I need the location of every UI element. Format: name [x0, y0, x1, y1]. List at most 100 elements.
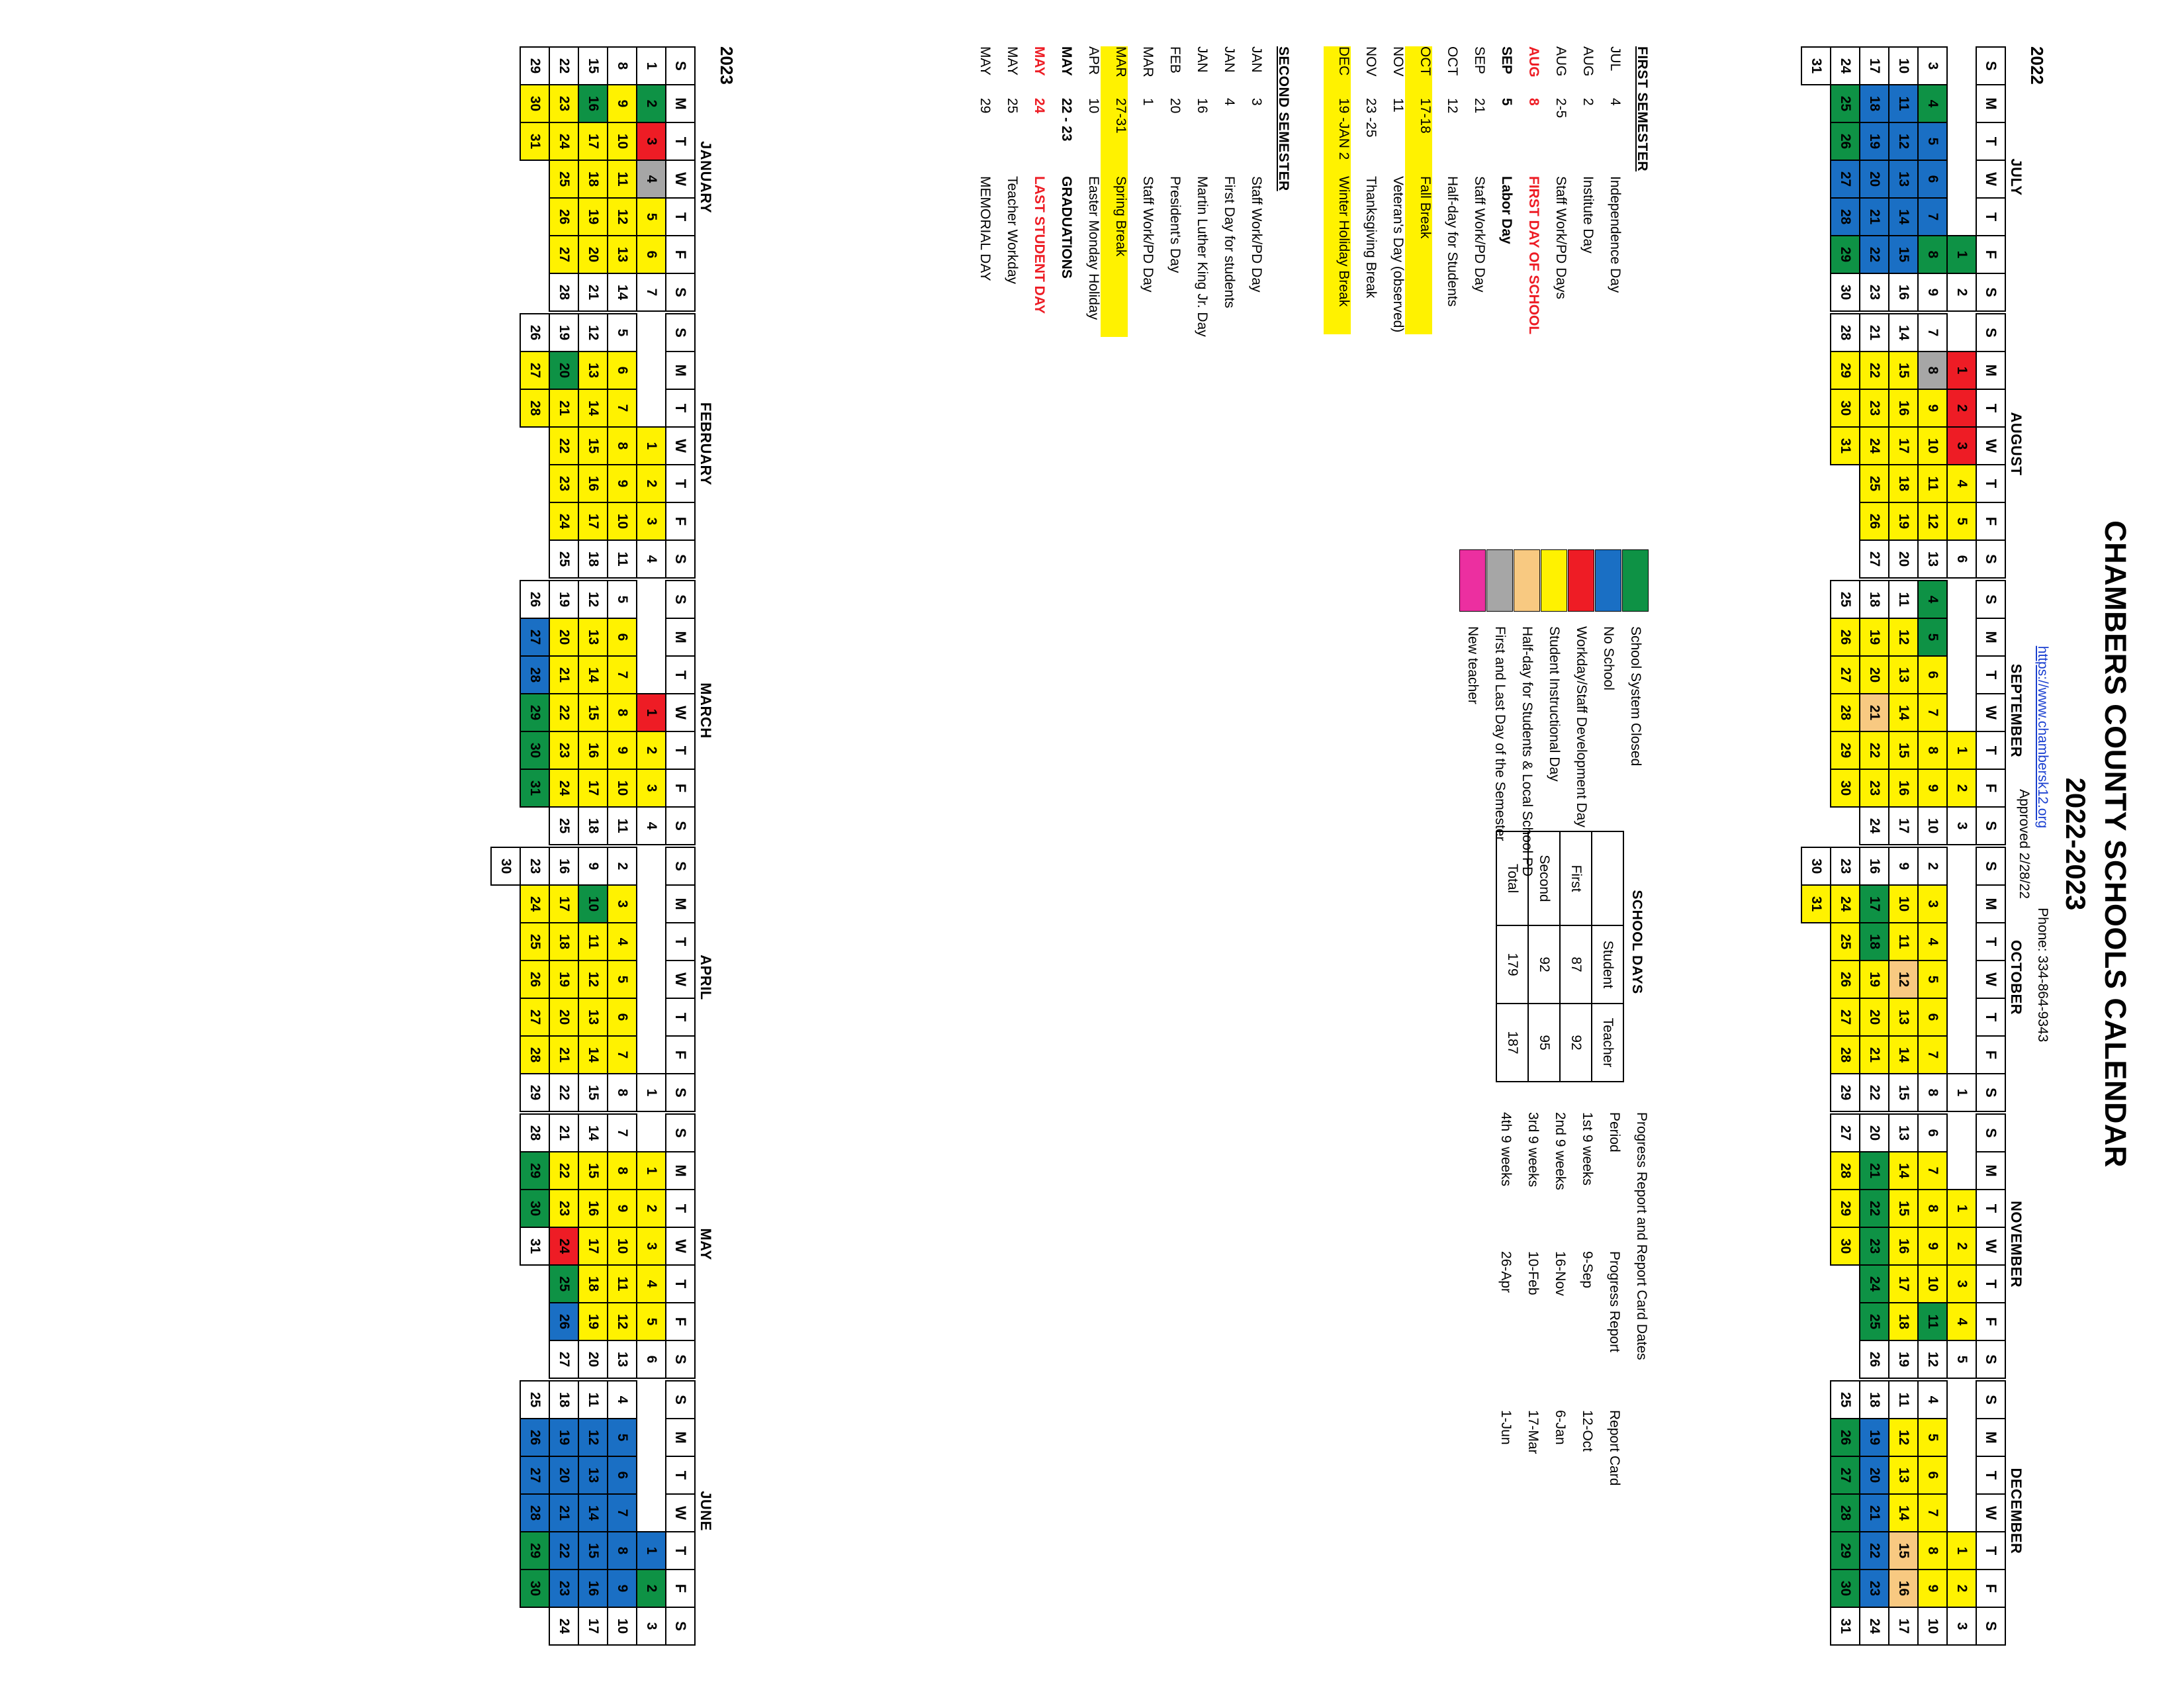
- day-cell[interactable]: 28: [1831, 1494, 1860, 1532]
- day-cell[interactable]: 11: [608, 540, 637, 578]
- day-cell[interactable]: 28: [520, 1036, 549, 1074]
- day-cell[interactable]: 19: [549, 961, 578, 998]
- day-cell[interactable]: 4: [637, 1265, 666, 1303]
- day-cell[interactable]: 31: [1801, 47, 1831, 85]
- day-cell[interactable]: 16: [578, 1570, 608, 1607]
- day-cell[interactable]: 8: [1918, 1074, 1947, 1111]
- day-cell[interactable]: 31: [520, 122, 549, 160]
- day-cell[interactable]: 9: [1889, 847, 1918, 885]
- day-cell[interactable]: 10: [1918, 1607, 1947, 1645]
- day-cell[interactable]: 24: [1860, 1607, 1889, 1645]
- day-cell[interactable]: 8: [608, 427, 637, 465]
- day-cell[interactable]: 9: [1918, 389, 1947, 427]
- day-cell[interactable]: 27: [520, 352, 549, 389]
- day-cell[interactable]: 8: [1918, 731, 1947, 769]
- day-cell[interactable]: 23: [1860, 769, 1889, 807]
- day-cell[interactable]: 20: [549, 352, 578, 389]
- day-cell[interactable]: 20: [1860, 1114, 1889, 1152]
- day-cell[interactable]: 29: [1831, 1532, 1860, 1570]
- day-cell[interactable]: 24: [549, 502, 578, 540]
- day-cell[interactable]: 12: [608, 1303, 637, 1340]
- day-cell[interactable]: 14: [1889, 1036, 1918, 1074]
- day-cell[interactable]: 1: [1947, 1532, 1976, 1570]
- day-cell[interactable]: 2: [1918, 847, 1947, 885]
- day-cell[interactable]: 6: [1918, 656, 1947, 694]
- day-cell[interactable]: 5: [1918, 961, 1947, 998]
- day-cell[interactable]: 9: [1918, 273, 1947, 311]
- day-cell[interactable]: 8: [608, 1532, 637, 1570]
- day-cell[interactable]: 7: [1918, 198, 1947, 236]
- day-cell[interactable]: 28: [1831, 1036, 1860, 1074]
- day-cell[interactable]: 5: [608, 961, 637, 998]
- day-cell[interactable]: 3: [637, 122, 666, 160]
- day-cell[interactable]: 22: [1860, 1190, 1889, 1227]
- day-cell[interactable]: 11: [1918, 1303, 1947, 1340]
- day-cell[interactable]: 4: [637, 160, 666, 198]
- day-cell[interactable]: 7: [608, 1114, 637, 1152]
- day-cell[interactable]: 17: [1889, 807, 1918, 845]
- day-cell[interactable]: 21: [1860, 314, 1889, 352]
- day-cell[interactable]: 30: [520, 1570, 549, 1607]
- day-cell[interactable]: 3: [1947, 427, 1976, 465]
- day-cell[interactable]: 14: [608, 273, 637, 311]
- day-cell[interactable]: 17: [578, 769, 608, 807]
- day-cell[interactable]: 23: [1860, 1227, 1889, 1265]
- day-cell[interactable]: 22: [549, 1532, 578, 1570]
- day-cell[interactable]: 28: [520, 389, 549, 427]
- day-cell[interactable]: 5: [637, 198, 666, 236]
- day-cell[interactable]: 30: [1831, 1227, 1860, 1265]
- day-cell[interactable]: 14: [578, 1036, 608, 1074]
- day-cell[interactable]: 7: [608, 389, 637, 427]
- day-cell[interactable]: 14: [1889, 1494, 1918, 1532]
- day-cell[interactable]: 21: [1860, 694, 1889, 731]
- day-cell[interactable]: 7: [1918, 1036, 1947, 1074]
- day-cell[interactable]: 23: [1860, 273, 1889, 311]
- day-cell[interactable]: 17: [578, 1227, 608, 1265]
- day-cell[interactable]: 2: [1947, 389, 1976, 427]
- day-cell[interactable]: 15: [1889, 236, 1918, 273]
- day-cell[interactable]: 6: [1918, 1456, 1947, 1494]
- day-cell[interactable]: 20: [549, 1456, 578, 1494]
- day-cell[interactable]: 27: [549, 236, 578, 273]
- day-cell[interactable]: 4: [637, 807, 666, 845]
- day-cell[interactable]: 27: [1831, 656, 1860, 694]
- day-cell[interactable]: 13: [1918, 540, 1947, 578]
- day-cell[interactable]: 21: [1860, 198, 1889, 236]
- day-cell[interactable]: 12: [578, 314, 608, 352]
- day-cell[interactable]: 10: [1918, 427, 1947, 465]
- day-cell[interactable]: 17: [578, 122, 608, 160]
- day-cell[interactable]: 3: [637, 1607, 666, 1645]
- day-cell[interactable]: 6: [608, 352, 637, 389]
- day-cell[interactable]: 16: [578, 465, 608, 502]
- day-cell[interactable]: 29: [1831, 352, 1860, 389]
- day-cell[interactable]: 12: [578, 581, 608, 618]
- day-cell[interactable]: 18: [1860, 923, 1889, 961]
- day-cell[interactable]: 26: [520, 1419, 549, 1456]
- day-cell[interactable]: 10: [608, 122, 637, 160]
- day-cell[interactable]: 21: [549, 1494, 578, 1532]
- day-cell[interactable]: 20: [1889, 540, 1918, 578]
- day-cell[interactable]: 21: [549, 389, 578, 427]
- day-cell[interactable]: 22: [549, 1152, 578, 1190]
- day-cell[interactable]: 3: [1918, 47, 1947, 85]
- day-cell[interactable]: 4: [1918, 923, 1947, 961]
- day-cell[interactable]: 16: [578, 85, 608, 122]
- day-cell[interactable]: 19: [1860, 961, 1889, 998]
- day-cell[interactable]: 29: [1831, 1074, 1860, 1111]
- day-cell[interactable]: 26: [1860, 1340, 1889, 1378]
- day-cell[interactable]: 15: [1889, 1074, 1918, 1111]
- day-cell[interactable]: 6: [608, 618, 637, 656]
- day-cell[interactable]: 8: [1918, 1532, 1947, 1570]
- day-cell[interactable]: 22: [549, 427, 578, 465]
- day-cell[interactable]: 10: [608, 1227, 637, 1265]
- day-cell[interactable]: 24: [520, 885, 549, 923]
- day-cell[interactable]: 18: [578, 160, 608, 198]
- day-cell[interactable]: 21: [578, 273, 608, 311]
- day-cell[interactable]: 23: [549, 465, 578, 502]
- day-cell[interactable]: 5: [608, 314, 637, 352]
- day-cell[interactable]: 18: [1889, 1303, 1918, 1340]
- day-cell[interactable]: 18: [1860, 581, 1889, 618]
- day-cell[interactable]: 21: [1860, 1036, 1889, 1074]
- day-cell[interactable]: 28: [1831, 1152, 1860, 1190]
- day-cell[interactable]: 27: [520, 1456, 549, 1494]
